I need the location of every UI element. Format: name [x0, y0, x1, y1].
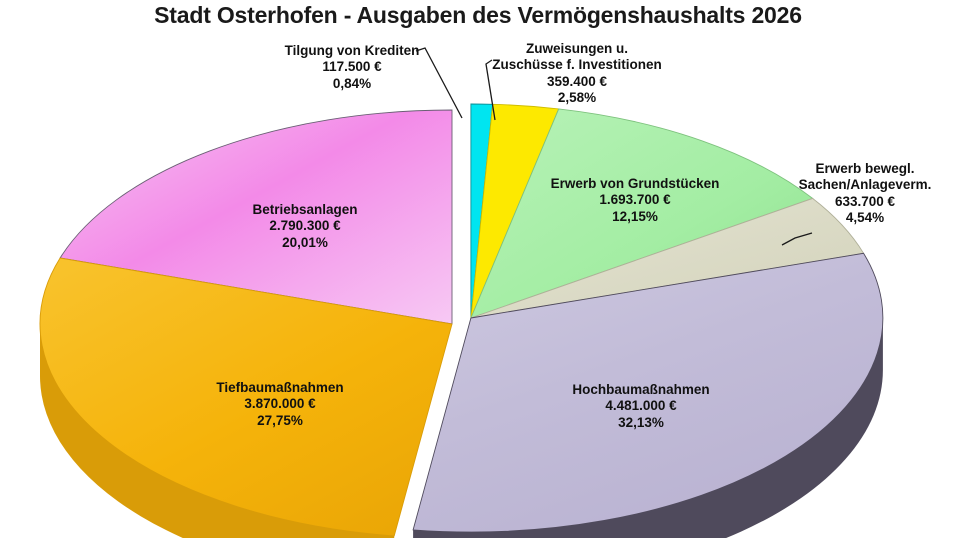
slice-label-erwerb-grundstuecke-percent: 12,15%: [612, 208, 658, 224]
leader-lines: [415, 47, 813, 246]
slice-top-tiefbaumassnahmen[interactable]: [39, 257, 453, 537]
slice-label-zuweisungen-percent: 2,58%: [557, 90, 597, 106]
slice-label-hochbaumassnahmen-value: 4.481.000 €: [605, 398, 677, 414]
slice-label-tilgung-kredite-name: Tilgung von Krediten: [284, 43, 420, 58]
slice-label-betriebsanlagen-name: Betriebsanlagen: [252, 202, 358, 217]
slice-label-erwerb-grundstuecke: Erwerb von Grundstücken 1.693.700 € 12,1…: [528, 176, 742, 225]
slice-label-tiefbaumassnahmen-percent: 27,75%: [257, 412, 303, 428]
leader-line-tilgung-kredite: [415, 47, 463, 119]
slice-top-hochbaumassnahmen[interactable]: [412, 252, 884, 533]
slice-label-erwerb-grundstuecke-name: Erwerb von Grundstücken: [550, 176, 720, 191]
slice-label-tiefbaumassnahmen-name: Tiefbaumaßnahmen: [216, 380, 344, 395]
slice-side-tiefbaumassnahmen: [40, 324, 395, 538]
slice-label-erwerb-beweglich-name1: Erwerb bewegl.: [815, 161, 915, 176]
slice-label-hochbaumassnahmen: Hochbaumaßnahmen 4.481.000 € 32,13%: [538, 382, 744, 431]
slice-side-hochbaumassnahmen: [413, 318, 883, 538]
slice-label-tiefbaumassnahmen: Tiefbaumaßnahmen 3.870.000 € 27,75%: [178, 380, 382, 429]
slice-label-tilgung-kredite-percent: 0,84%: [332, 75, 372, 91]
slice-label-zuweisungen: Zuweisungen u. Zuschüsse f. Investitione…: [468, 41, 686, 107]
slice-top-betriebsanlagen[interactable]: [59, 109, 453, 325]
slice-label-zuweisungen-name2: Zuschüsse f. Investitionen: [492, 57, 662, 73]
slice-label-tilgung-kredite-value: 117.500 €: [322, 59, 382, 75]
slice-label-zuweisungen-value: 359.400 €: [546, 73, 608, 89]
slice-label-zuweisungen-name1: Zuweisungen u.: [525, 41, 628, 56]
pie-sides: [40, 318, 883, 538]
slice-label-betriebsanlagen-value: 2.790.300 €: [269, 218, 341, 234]
slice-label-erwerb-beweglich: Erwerb bewegl. Sachen/Anlageverm. 633.70…: [775, 161, 955, 227]
slice-label-erwerb-grundstuecke-value: 1.693.700 €: [599, 192, 671, 208]
slice-label-erwerb-beweglich-name2: Sachen/Anlageverm.: [798, 177, 932, 193]
slice-label-betriebsanlagen-percent: 20,01%: [282, 234, 328, 250]
chart-title: Stadt Osterhofen - Ausgaben des Vermögen…: [154, 2, 802, 28]
slice-label-hochbaumassnahmen-percent: 32,13%: [618, 414, 664, 430]
pie-tops: [39, 103, 884, 537]
slice-label-hochbaumassnahmen-name: Hochbaumaßnahmen: [572, 382, 710, 397]
slice-label-betriebsanlagen: Betriebsanlagen 2.790.300 € 20,01%: [203, 202, 407, 251]
slice-label-erwerb-beweglich-percent: 4,54%: [845, 210, 885, 226]
slice-label-tilgung-kredite: Tilgung von Krediten 117.500 € 0,84%: [262, 43, 442, 92]
slice-label-tiefbaumassnahmen-value: 3.870.000 €: [244, 396, 316, 412]
slice-label-erwerb-beweglich-value: 633.700 €: [834, 193, 896, 209]
slice-top-erwerb-von-grundstucken[interactable]: [470, 108, 814, 319]
leader-line-zuweisungen: [485, 59, 496, 121]
leader-line-erwerb-beweglich: [781, 232, 813, 246]
